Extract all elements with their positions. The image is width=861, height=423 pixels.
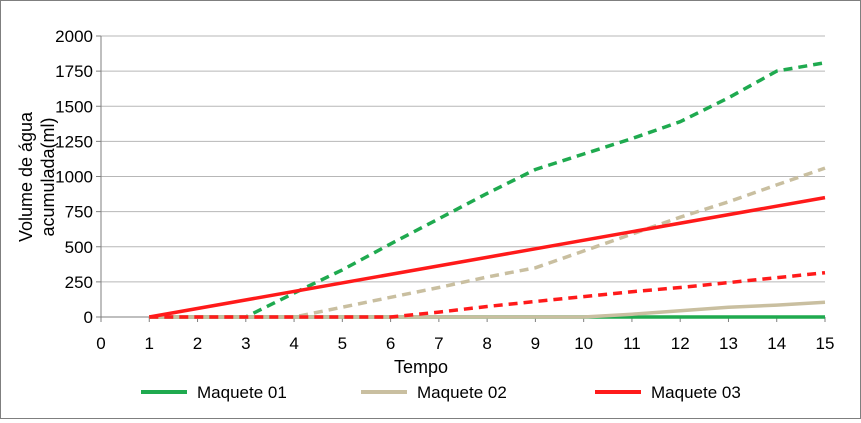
- series-line-1-dashed: [149, 60, 826, 319]
- x-tick-label: 15: [816, 334, 835, 353]
- x-tick-label: 6: [386, 334, 395, 353]
- x-tick-label: 0: [96, 334, 105, 353]
- label-layer: Volume de água acumulada(ml) Tempo: [16, 111, 448, 377]
- series-line-3-dashed: [149, 270, 826, 319]
- series-layer: [148, 60, 826, 319]
- y-tick-label: 0: [84, 308, 93, 327]
- y-tick-label: 1500: [55, 97, 93, 116]
- x-tick-label: 1: [145, 334, 154, 353]
- legend-label-3: Maquete 03: [651, 383, 741, 402]
- y-tick-label: 500: [65, 238, 93, 257]
- series-line-3-solid: [148, 195, 826, 319]
- x-tick-label: 14: [767, 334, 786, 353]
- y-axis-label-line-2: acumulada(ml): [38, 117, 58, 236]
- legend-label-1: Maquete 01: [197, 383, 287, 402]
- y-axis-label-line-1: Volume de água: [16, 111, 36, 242]
- x-tick-label: 3: [241, 334, 250, 353]
- grid-layer: [101, 35, 825, 283]
- series-line-2-solid: [149, 300, 826, 319]
- x-axis-label: Tempo: [394, 357, 448, 377]
- y-tick-label: 250: [65, 273, 93, 292]
- y-tick-label: 1750: [55, 62, 93, 81]
- x-tick-label: 2: [193, 334, 202, 353]
- x-tick-label: 10: [574, 334, 593, 353]
- x-tick-label: 12: [671, 334, 690, 353]
- x-tick-label: 5: [338, 334, 347, 353]
- legend: Maquete 01 Maquete 02 Maquete 03: [141, 383, 741, 402]
- series-line-2-dashed: [149, 166, 826, 319]
- x-tick-label: 7: [434, 334, 443, 353]
- x-tick-label: 11: [623, 334, 641, 353]
- x-tick-label: 8: [482, 334, 491, 353]
- y-tick-label: 750: [65, 203, 93, 222]
- y-tick-label: 1250: [55, 132, 93, 151]
- x-tick-label: 13: [719, 334, 738, 353]
- legend-label-2: Maquete 02: [417, 383, 507, 402]
- y-tick-label: 1000: [55, 168, 93, 187]
- x-tick-label: 9: [531, 334, 540, 353]
- x-tick-label: 4: [289, 334, 298, 353]
- y-tick-label: 2000: [55, 27, 93, 46]
